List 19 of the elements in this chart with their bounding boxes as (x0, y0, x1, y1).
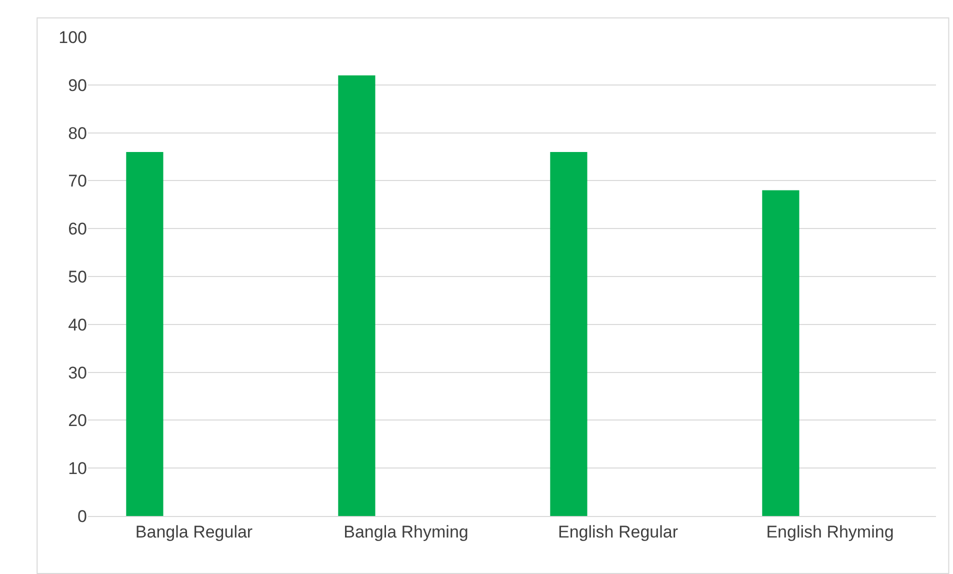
y-tick-label: 30 (68, 363, 87, 382)
y-tick-label: 10 (68, 459, 87, 478)
y-tick-label: 100 (58, 28, 87, 47)
y-tick-label: 90 (68, 76, 87, 95)
y-tick-label: 40 (68, 315, 87, 334)
x-tick-label: English Regular (558, 522, 678, 542)
y-tick-label: 70 (68, 172, 87, 191)
y-tick-label: 60 (68, 220, 87, 239)
x-tick-label: Bangla Regular (135, 522, 253, 542)
bar (762, 190, 800, 516)
x-tick-label: English Rhyming (766, 522, 894, 542)
y-tick-label: 80 (68, 124, 87, 143)
y-tick-label: 50 (68, 267, 87, 286)
x-tick-label: Bangla Rhyming (344, 522, 468, 542)
y-tick-label: 20 (68, 411, 87, 430)
bar (550, 152, 588, 516)
y-tick-label: 0 (78, 506, 87, 526)
bar (126, 152, 164, 516)
bar (338, 75, 376, 516)
